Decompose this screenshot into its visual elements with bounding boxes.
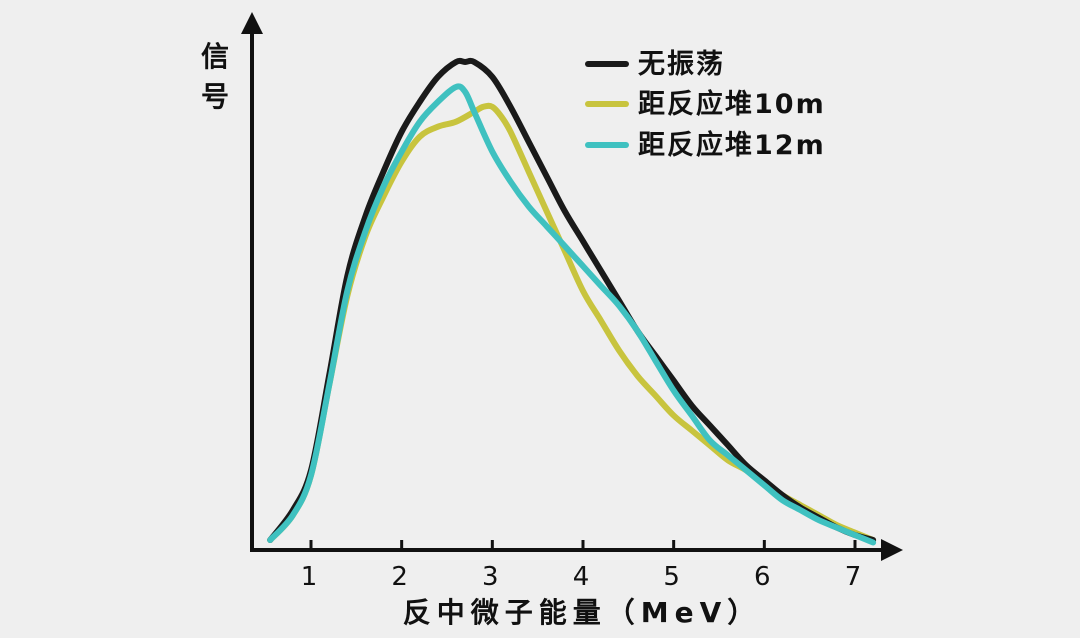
x-axis-title: 反中微子能量（MeV） xyxy=(403,596,762,629)
legend-label-no-oscillation: 无振荡 xyxy=(638,49,725,80)
x-tick-label-1: 1 xyxy=(301,562,318,592)
x-tick-label-5: 5 xyxy=(663,562,680,592)
series-line-12m xyxy=(267,83,877,546)
y-axis-title-char-1: 信 xyxy=(201,40,229,73)
y-axis-arrow xyxy=(241,12,263,34)
series-line-10m xyxy=(267,102,877,543)
series-line-no-oscillation xyxy=(267,57,877,543)
x-tick-label-6: 6 xyxy=(754,562,771,592)
x-tick-label-7: 7 xyxy=(845,562,862,592)
legend: 无振荡 距反应堆10m 距反应堆12m xyxy=(585,49,826,161)
x-tick-label-2: 2 xyxy=(391,562,408,592)
x-tick-label-4: 4 xyxy=(573,562,590,592)
legend-label-12m: 距反应堆12m xyxy=(638,129,826,161)
x-axis-arrow xyxy=(881,539,903,561)
legend-label-10m: 距反应堆10m xyxy=(638,88,826,120)
y-axis-title-char-2: 号 xyxy=(201,80,229,113)
x-tick-label-3: 3 xyxy=(482,562,499,592)
series-group xyxy=(267,57,877,546)
x-ticks: 1 2 3 4 5 6 7 xyxy=(301,540,862,592)
